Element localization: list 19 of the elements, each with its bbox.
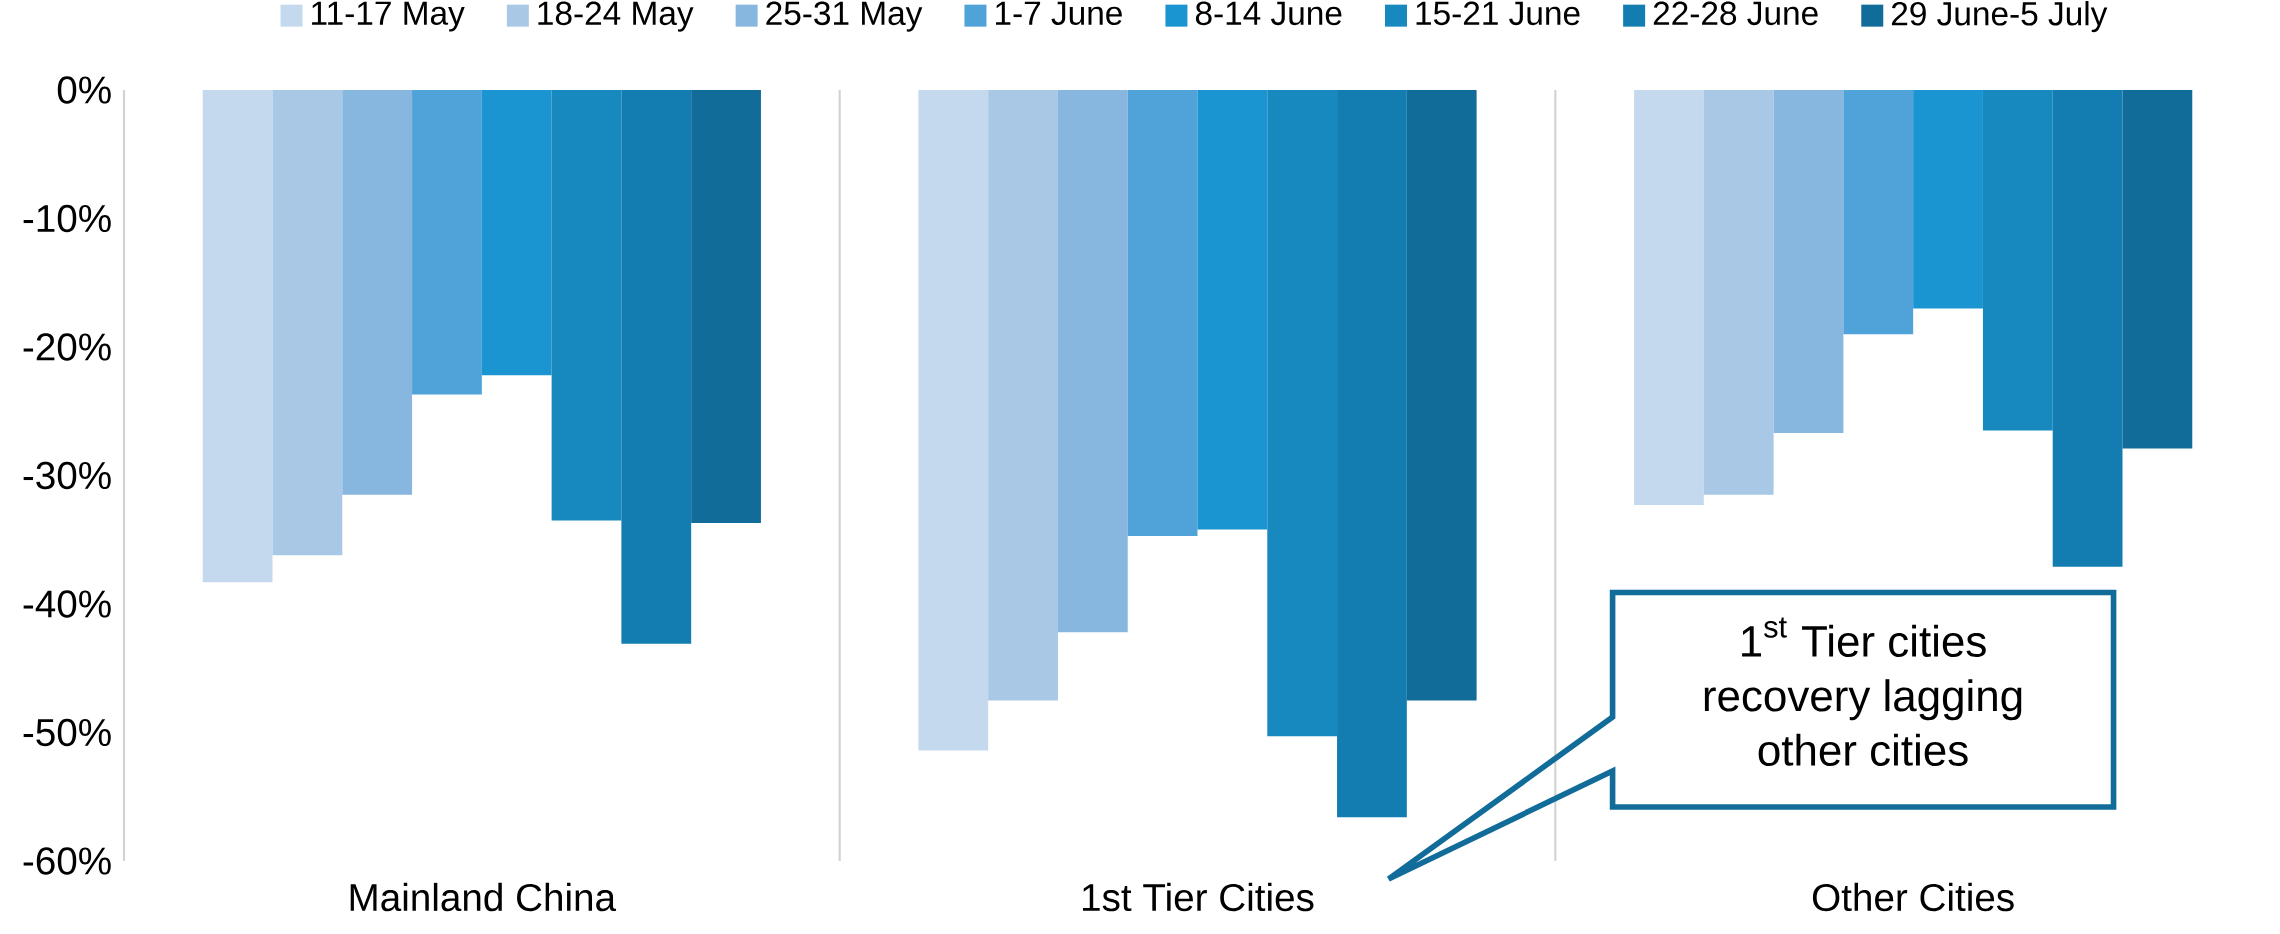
legend-label: 18-24 May <box>538 1 694 32</box>
y-tick-label: -10% <box>23 204 111 233</box>
y-tick-label: -50% <box>23 718 111 747</box>
legend-label: 25-31 May <box>766 1 923 32</box>
x-tick-label: 1st Tier Cities <box>1082 882 1314 912</box>
y-tick-label: -30% <box>23 461 111 490</box>
y-tick-label: -60% <box>23 847 111 875</box>
x-tick-label: Mainland China <box>350 882 617 912</box>
annotation: $\begin{array}{c}\text{1}^{\text{st}}\text{ Tier cities}\\ \text{recovery lagging}\\ \text{other cities}\end{array}$ <box>1704 617 2022 766</box>
y-tick-label: -20% <box>23 333 111 361</box>
legend-label: 15-21 June <box>1416 1 1580 26</box>
legend-label: 11-17 May <box>312 1 465 32</box>
legend-label: 1-7 June <box>996 1 1122 25</box>
legend-label: 29 June-5 July <box>1891 1 2108 33</box>
y-tick-label: 0% <box>57 76 111 104</box>
legend-label: 22-28 June <box>1653 1 1818 26</box>
y-tick-label: -40% <box>23 590 111 618</box>
x-tick-label: Other Cities <box>1812 882 2014 912</box>
legend-label: 8-14 June <box>1195 1 1342 26</box>
